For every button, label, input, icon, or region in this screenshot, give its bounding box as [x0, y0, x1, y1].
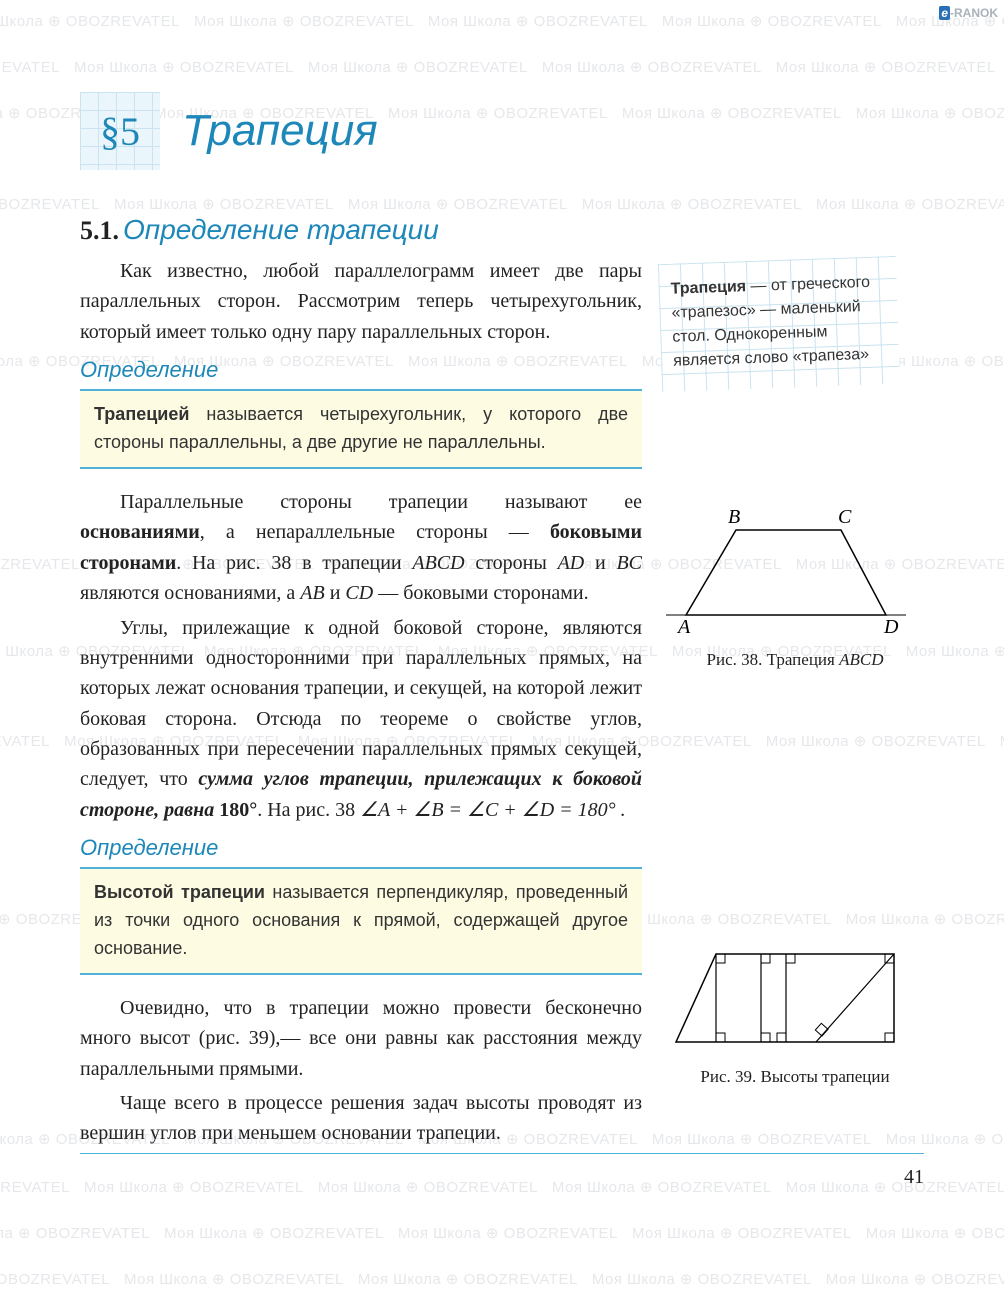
definition-box-trapezoid: Трапецией называется четырехугольник, у …	[80, 389, 642, 469]
trapezoid-diagram-icon: A B C D	[666, 505, 906, 635]
section-number-badge: §5	[80, 92, 160, 170]
subsection-number: 5.1.	[80, 216, 119, 245]
svg-text:B: B	[728, 506, 740, 528]
angles-paragraph: Углы, прилежащие к одной боковой стороне…	[80, 613, 642, 826]
etymology-box: Трапеция — от греческого «трапезос» — ма…	[658, 256, 900, 392]
figure-38: A B C D Рис. 38. Трапеция ABCD	[666, 505, 924, 670]
intro-paragraph: Как известно, любой параллелограмм имеет…	[80, 256, 642, 347]
definition-label: Определение	[80, 357, 642, 383]
svg-text:C: C	[838, 506, 852, 528]
section-title: Трапеция	[182, 106, 378, 156]
definition-label-2: Определение	[80, 835, 642, 861]
figure-39: Рис. 39. Высоты трапеции	[666, 942, 924, 1087]
figure-38-caption: Рис. 38. Трапеция ABCD	[666, 650, 924, 670]
svg-text:D: D	[883, 616, 899, 635]
subsection-title: Определение трапеции	[123, 214, 439, 245]
trapezoid-heights-diagram-icon	[666, 942, 906, 1052]
svg-text:A: A	[676, 616, 691, 635]
figure-39-caption: Рис. 39. Высоты трапеции	[666, 1067, 924, 1087]
definition-box-height: Высотой трапеции называется перпендикуля…	[80, 867, 642, 975]
heights-paragraph-2: Чаще всего в процессе решения задач высо…	[80, 1088, 642, 1149]
subsection-heading: 5.1. Определение трапеции	[80, 214, 924, 246]
bases-paragraph: Параллельные стороны трапеции называют е…	[80, 487, 642, 609]
heights-paragraph-1: Очевидно, что в трапеции можно провести …	[80, 993, 642, 1084]
